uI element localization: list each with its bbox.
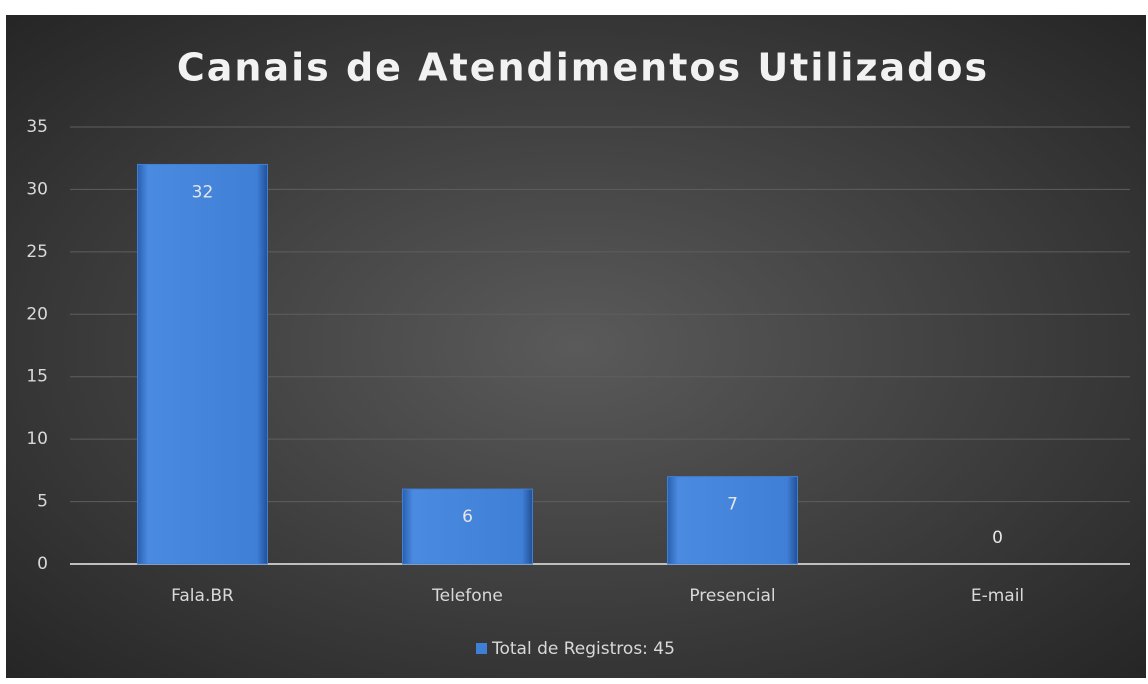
y-tick-label: 35	[26, 117, 48, 137]
legend-swatch	[476, 643, 487, 654]
bar	[667, 476, 798, 565]
y-tick-label: 0	[37, 554, 48, 574]
data-label: 7	[727, 495, 738, 515]
data-label: 0	[992, 528, 1003, 548]
y-tick-label: 20	[26, 304, 48, 324]
legend-label: Total de Registros: 45	[491, 639, 675, 659]
chart-title: Canais de Atendimentos Utilizados	[177, 46, 989, 90]
y-tick-label: 5	[37, 492, 48, 512]
x-tick-label: Presencial	[689, 586, 775, 606]
y-tick-label: 15	[26, 367, 48, 387]
data-label: 6	[462, 507, 473, 527]
x-tick-label: E-mail	[971, 586, 1024, 606]
x-tick-label: Fala.BR	[171, 586, 234, 606]
x-tick-label: Telefone	[431, 586, 503, 606]
y-tick-label: 30	[26, 179, 48, 199]
data-label: 32	[192, 182, 214, 202]
bar	[402, 488, 533, 565]
y-tick-label: 10	[26, 429, 48, 449]
bar	[137, 163, 268, 565]
y-tick-label: 25	[26, 242, 48, 262]
